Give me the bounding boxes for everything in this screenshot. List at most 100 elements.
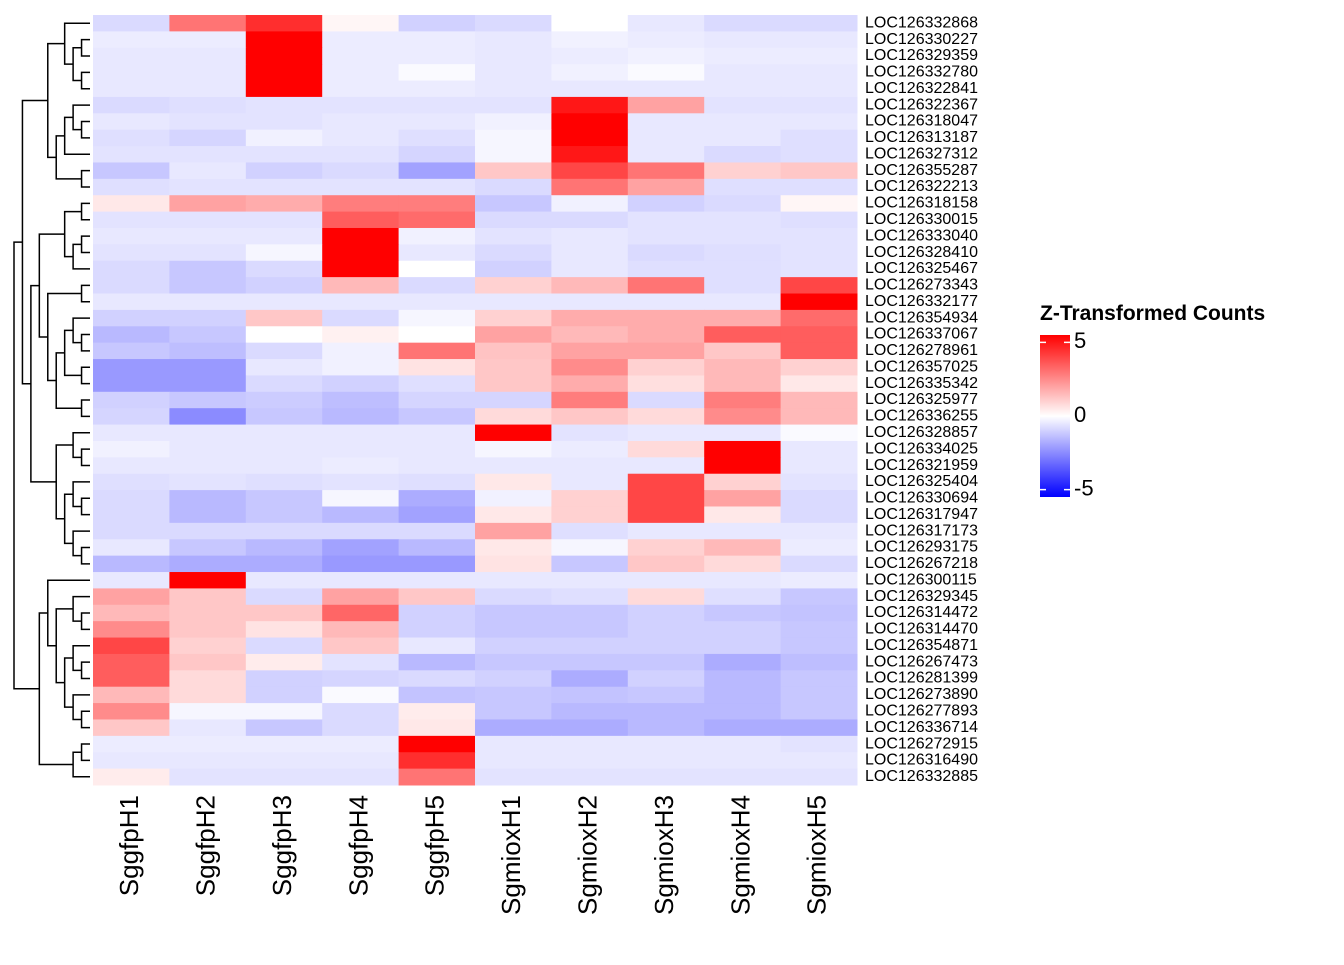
heatmap-cell xyxy=(475,572,552,589)
heatmap-cell xyxy=(398,96,476,114)
heatmap-cell xyxy=(780,195,858,213)
heatmap-cell xyxy=(93,96,170,114)
heatmap-cell xyxy=(93,768,170,786)
heatmap-cell xyxy=(398,768,476,786)
column-label: SgmioxH1 xyxy=(496,795,526,915)
heatmap-cell xyxy=(551,375,629,393)
heatmap-cell xyxy=(551,342,629,360)
heatmap-cell xyxy=(398,47,476,65)
heatmap-cell xyxy=(551,64,629,82)
row-label: LOC126354871 xyxy=(865,637,978,654)
heatmap-cell xyxy=(704,768,782,786)
heatmap-cell xyxy=(398,277,476,295)
heatmap-cell xyxy=(245,64,323,82)
heatmap-cell xyxy=(169,15,247,32)
heatmap-cell xyxy=(627,129,705,147)
heatmap-cell xyxy=(93,146,170,163)
heatmap-cell xyxy=(245,703,323,720)
heatmap-cell xyxy=(704,719,782,737)
heatmap-cell xyxy=(169,277,247,295)
heatmap-cell xyxy=(398,735,476,753)
heatmap-cell xyxy=(169,342,247,360)
heatmap-cell xyxy=(169,621,247,639)
heatmap-cell xyxy=(704,375,782,393)
heatmap-cell xyxy=(93,604,170,622)
row-label: LOC126318158 xyxy=(865,195,978,212)
heatmap-cell xyxy=(627,96,705,114)
heatmap-cell xyxy=(398,719,476,737)
heatmap-cell xyxy=(93,129,170,147)
heatmap-cell xyxy=(245,506,323,524)
heatmap-cell xyxy=(398,555,476,573)
heatmap-cell xyxy=(322,211,400,229)
heatmap-cell xyxy=(398,424,476,442)
heatmap-cell xyxy=(245,293,323,311)
heatmap-cell xyxy=(93,457,170,475)
heatmap-cell xyxy=(475,277,552,295)
heatmap-cell xyxy=(398,227,476,245)
heatmap-cell xyxy=(627,244,705,262)
heatmap-cell xyxy=(93,572,170,589)
heatmap-cell xyxy=(93,621,170,639)
row-label: LOC126336255 xyxy=(865,408,978,425)
heatmap-cell xyxy=(475,15,552,32)
row-label: LOC126327312 xyxy=(865,145,978,162)
heatmap-cell xyxy=(551,719,629,737)
row-label: LOC126277893 xyxy=(865,702,978,719)
heatmap-cell xyxy=(398,342,476,360)
heatmap-cell xyxy=(169,637,247,655)
heatmap-cell xyxy=(169,293,247,311)
heatmap-cell xyxy=(245,47,323,65)
heatmap-cell xyxy=(780,653,858,671)
heatmap-cell xyxy=(169,359,247,376)
heatmap-cell xyxy=(398,375,476,393)
heatmap-cell xyxy=(551,653,629,671)
heatmap-cell xyxy=(551,277,629,295)
heatmap-cell xyxy=(169,129,247,147)
heatmap-cell xyxy=(551,408,629,426)
heatmap-cell xyxy=(704,293,782,311)
heatmap-cell xyxy=(322,277,400,295)
heatmap-cell xyxy=(704,178,782,196)
heatmap-cell xyxy=(551,211,629,229)
column-label: SgmioxH5 xyxy=(802,795,832,915)
heatmap-cell xyxy=(627,621,705,639)
column-label: SgmioxH4 xyxy=(725,795,755,915)
heatmap-cell xyxy=(551,637,629,655)
heatmap-cell xyxy=(93,211,170,229)
heatmap-cell xyxy=(245,129,323,147)
heatmap-cell xyxy=(627,604,705,622)
heatmap-cell xyxy=(551,293,629,311)
heatmap-cell xyxy=(627,162,705,180)
heatmap-cell xyxy=(704,309,782,327)
heatmap-cell xyxy=(245,719,323,737)
heatmap-cell xyxy=(627,473,705,491)
heatmap-cell xyxy=(627,113,705,131)
heatmap-cell xyxy=(704,326,782,344)
heatmap-cell xyxy=(245,277,323,295)
heatmap-cell xyxy=(93,178,170,196)
row-label: LOC126293175 xyxy=(865,539,978,556)
heatmap-cell xyxy=(704,555,782,573)
heatmap-cell xyxy=(475,162,552,180)
heatmap-cell xyxy=(627,178,705,196)
row-label: LOC126314470 xyxy=(865,621,978,638)
heatmap-cell xyxy=(475,146,552,163)
heatmap-cell xyxy=(627,227,705,245)
heatmap-cell xyxy=(704,113,782,131)
row-label: LOC126336714 xyxy=(865,719,978,736)
row-label: LOC126267473 xyxy=(865,653,978,670)
heatmap-cell xyxy=(245,31,323,49)
heatmap-cell xyxy=(475,424,552,442)
heatmap-cell xyxy=(169,768,247,786)
heatmap-cell xyxy=(398,752,476,770)
heatmap-cell xyxy=(169,96,247,114)
heatmap-cell xyxy=(398,129,476,147)
heatmap-cell xyxy=(245,146,323,163)
heatmap-cell xyxy=(704,686,782,704)
heatmap-cell xyxy=(627,555,705,573)
heatmap-cell xyxy=(169,326,247,344)
heatmap-cell xyxy=(322,637,400,655)
heatmap-cell xyxy=(780,375,858,393)
